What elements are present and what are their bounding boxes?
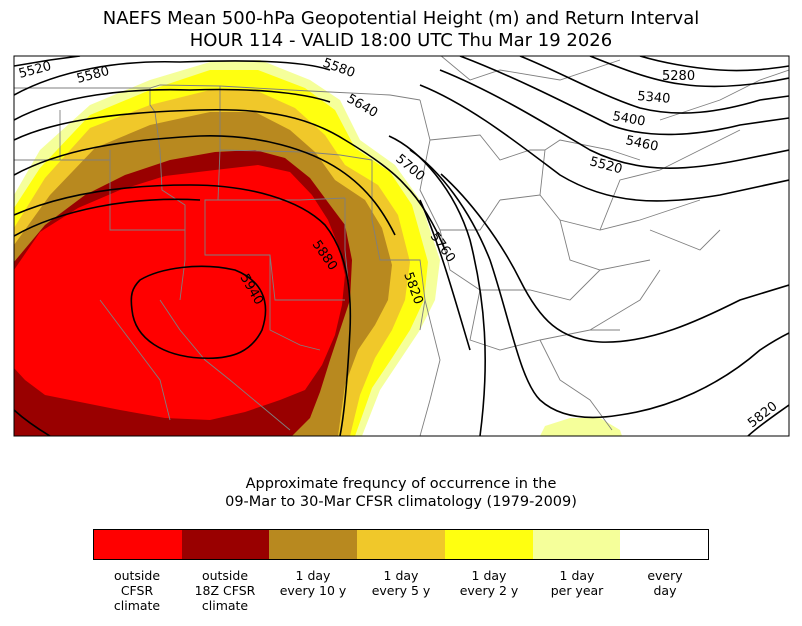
colorbar-segment xyxy=(269,530,358,559)
height-contours xyxy=(14,56,789,436)
map-title: NAEFS Mean 500-hPa Geopotential Height (… xyxy=(102,8,700,29)
colorbar-tick-label: 1 day every 2 y xyxy=(459,568,519,598)
colorbar-tick-label: 1 day per year xyxy=(550,568,604,598)
contour-label: 5340 xyxy=(637,89,671,107)
map-frame xyxy=(13,55,790,437)
contour-label: 5280 xyxy=(662,69,695,84)
colorbar-segment xyxy=(620,530,709,559)
colorbar-title-line2: 09-Mar to 30-Mar CFSR climatology (1979-… xyxy=(225,494,577,510)
region-yearly-south xyxy=(540,418,622,436)
colorbar-tick-label: every day xyxy=(647,568,683,598)
colorbar-segment xyxy=(94,530,182,559)
state-borders xyxy=(14,56,789,436)
colorbar xyxy=(93,529,709,560)
colorbar-tick-label: 1 day every 5 y xyxy=(371,568,431,598)
colorbar-segment xyxy=(357,530,445,559)
colorbar-segment xyxy=(181,530,270,559)
colorbar-title-line1: Approximate frequncy of occurrence in th… xyxy=(245,476,557,492)
colorbar-segment xyxy=(444,530,533,559)
contour-label: 5400 xyxy=(611,109,646,130)
colorbar-segment xyxy=(532,530,621,559)
contour-label: 5460 xyxy=(624,133,659,155)
region-cfsr-outside xyxy=(14,165,345,420)
map-subtitle: HOUR 114 - VALID 18:00 UTC Thu Mar 19 20… xyxy=(189,30,613,51)
colorbar-tick-label: 1 day every 10 y xyxy=(279,568,347,598)
colorbar-tick-label: outside CFSR climate xyxy=(113,568,161,613)
height-map: 5520 5580 5580 5640 5700 5760 5820 5880 … xyxy=(13,55,790,437)
colorbar-tick-label: outside 18Z CFSR climate xyxy=(194,568,256,613)
